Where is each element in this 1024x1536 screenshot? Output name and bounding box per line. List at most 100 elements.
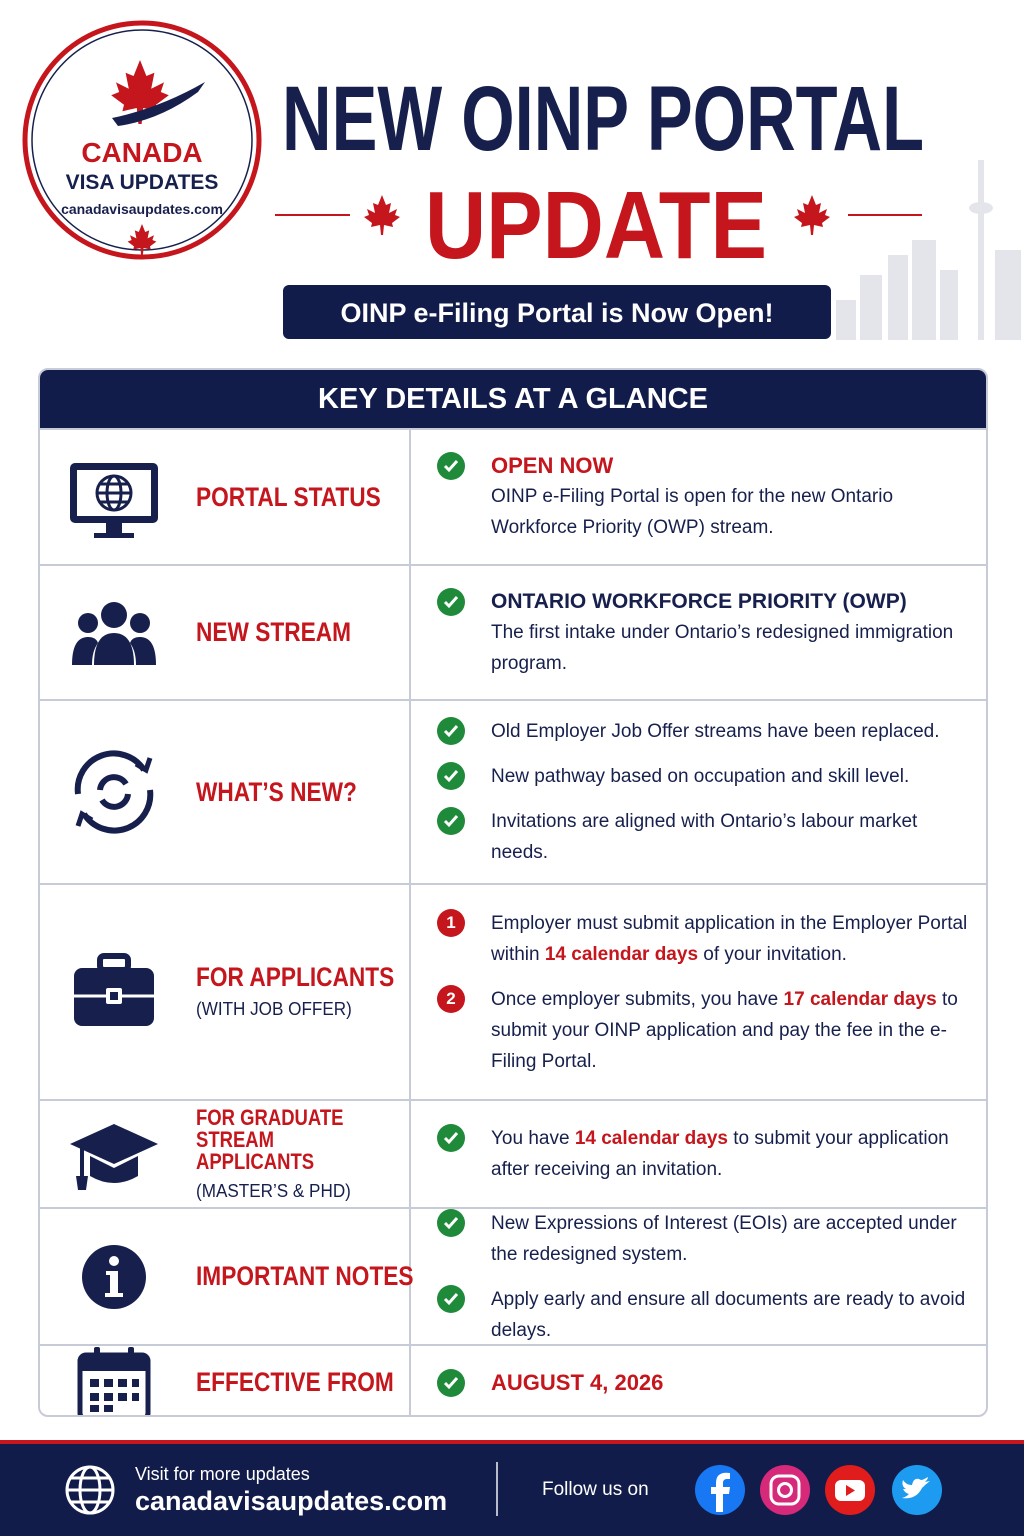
footer-follow: Follow us on xyxy=(542,1479,649,1500)
check-badge xyxy=(437,1208,465,1237)
detail-item: Apply early and ensure all documents are… xyxy=(437,1284,972,1346)
row-details: AUGUST 4, 2026 xyxy=(411,1346,986,1415)
detail-item: New pathway based on occupation and skil… xyxy=(437,761,972,792)
logo-line1: CANADA xyxy=(81,137,202,168)
label-text: IMPORTANT NOTES xyxy=(196,1261,414,1291)
row-icon xyxy=(66,449,162,545)
number-badge: 2 xyxy=(437,984,465,1013)
detail-item: ONTARIO WORKFORCE PRIORITY (OWP) The firs… xyxy=(437,587,972,679)
detail-text: ONTARIO WORKFORCE PRIORITY (OWP) The firs… xyxy=(491,587,972,679)
table-row: WHAT’S NEW? Old Employer Job Offer stream… xyxy=(40,699,986,883)
detail-text: Employer must submit application in the … xyxy=(491,908,972,970)
instagram[interactable] xyxy=(760,1465,810,1515)
detail-text: AUGUST 4, 2026 xyxy=(491,1368,663,1398)
row-icon xyxy=(66,744,162,840)
details-table: KEY DETAILS AT A GLANCE PORTAL STATUS OPE… xyxy=(38,368,988,1417)
row-icon xyxy=(66,1106,162,1202)
detail-heading: AUGUST 4, 2026 xyxy=(491,1369,664,1395)
detail-item: New Expressions of Interest (EOIs) are a… xyxy=(437,1208,972,1270)
check-badge xyxy=(437,587,465,616)
text: OINP e-Filing Portal is open for the new… xyxy=(491,486,894,538)
logo-line2: VISA UPDATES xyxy=(66,171,219,194)
table-row: FOR GRADUATE STREAM APPLICANTS (MASTER’S … xyxy=(40,1099,986,1207)
skyline xyxy=(836,160,1021,340)
check-badge xyxy=(437,1284,465,1313)
row-details: You have 14 calendar days to submit your… xyxy=(411,1101,986,1207)
banner: OINP e-Filing Portal is Now Open! xyxy=(340,298,773,328)
logo: CANADA VISA UPDATES canadavisaupdates.co… xyxy=(22,20,262,260)
detail-text: You have 14 calendar days to submit your… xyxy=(491,1123,972,1185)
row-label: FOR GRADUATE STREAM APPLICANTS (MASTER’S … xyxy=(196,1104,436,1202)
label-text: FOR GRADUATE STREAM APPLICANTS xyxy=(196,1104,344,1174)
highlight: 17 calendar days xyxy=(783,988,937,1010)
text: Once employer submits, you have xyxy=(491,988,784,1010)
sublabel-text: (WITH JOB OFFER) xyxy=(196,999,352,1019)
detail-text: Old Employer Job Offer streams have been… xyxy=(491,716,940,747)
row-label-cell: FOR APPLICANTS (WITH JOB OFFER) xyxy=(40,885,411,1099)
detail-item: You have 14 calendar days to submit your… xyxy=(437,1123,972,1185)
check-badge xyxy=(437,1368,465,1397)
row-label-cell: PORTAL STATUS xyxy=(40,430,411,564)
row-details: ONTARIO WORKFORCE PRIORITY (OWP) The firs… xyxy=(411,566,986,699)
row-icon xyxy=(66,585,162,681)
sublabel-text: (MASTER’S & PHD) xyxy=(196,1180,351,1201)
row-icon xyxy=(66,1229,162,1325)
row-label: FOR APPLICANTS (WITH JOB OFFER) xyxy=(196,964,436,1020)
row-label: IMPORTANT NOTES xyxy=(196,1263,436,1290)
text: Apply early and ensure all documents are… xyxy=(491,1288,966,1341)
highlight: 14 calendar days xyxy=(574,1128,728,1149)
row-label: NEW STREAM xyxy=(196,619,436,646)
text: of your invitation. xyxy=(698,943,847,965)
row-label: EFFECTIVE FROM xyxy=(196,1369,436,1396)
detail-text: Apply early and ensure all documents are… xyxy=(491,1284,972,1346)
row-icon xyxy=(66,944,162,1040)
detail-item: Invitations are aligned with Ontario’s l… xyxy=(437,806,972,868)
row-details: Old Employer Job Offer streams have been… xyxy=(411,701,986,883)
table-row: IMPORTANT NOTES New Expressions of Intere… xyxy=(40,1207,986,1344)
row-label: PORTAL STATUS xyxy=(196,481,436,512)
check-badge xyxy=(437,762,465,790)
label-text: NEW STREAM xyxy=(196,617,351,647)
number-badge: 1 xyxy=(437,908,465,937)
detail-item: 1 Employer must submit application in the… xyxy=(437,908,972,970)
detail-item: 2 Once employer submits, you have 17 cale… xyxy=(437,984,972,1077)
text: Invitations are aligned with Ontario’s l… xyxy=(491,811,918,863)
footer-visit: Visit for more updates xyxy=(135,1464,310,1484)
globe-icon xyxy=(65,1465,115,1515)
detail-item: AUGUST 4, 2026 xyxy=(437,1368,972,1398)
table-heading: KEY DETAILS AT A GLANCE xyxy=(40,370,986,428)
detail-item: Old Employer Job Offer streams have been… xyxy=(437,716,972,747)
logo-url: canadavisaupdates.com xyxy=(61,201,223,217)
text: New Expressions of Interest (EOIs) are a… xyxy=(491,1212,957,1265)
row-details: New Expressions of Interest (EOIs) are a… xyxy=(411,1208,986,1346)
row-details: 1 Employer must submit application in the… xyxy=(411,885,986,1099)
detail-text: New pathway based on occupation and skil… xyxy=(491,761,909,792)
row-label-cell: NEW STREAM xyxy=(40,566,411,699)
label-text: PORTAL STATUS xyxy=(196,481,381,512)
detail-text: Invitations are aligned with Ontario’s l… xyxy=(491,806,972,868)
text: The first intake under Ontario’s redesig… xyxy=(491,621,954,674)
header: CANADA VISA UPDATES canadavisaupdates.co… xyxy=(22,20,1021,340)
row-label: WHAT’S NEW? xyxy=(196,776,436,807)
title-line1: NEW OINP PORTAL xyxy=(282,68,924,170)
text: You have xyxy=(491,1128,575,1149)
row-icon xyxy=(66,1335,162,1415)
social-icons xyxy=(695,1465,942,1515)
table-row: FOR APPLICANTS (WITH JOB OFFER) 1 Employer … xyxy=(40,883,986,1099)
check-badge xyxy=(437,717,465,745)
footer: Visit for more updates canadavisaupdates… xyxy=(0,1440,1024,1536)
check-badge xyxy=(437,1124,465,1152)
highlight: 14 calendar days xyxy=(544,943,699,965)
check-badge xyxy=(437,452,465,480)
label-text: FOR APPLICANTS xyxy=(196,962,395,992)
title-line2: UPDATE xyxy=(425,172,767,279)
label-text: WHAT’S NEW? xyxy=(196,776,357,807)
text: New pathway based on occupation and skil… xyxy=(491,766,910,787)
detail-item: OPEN NOW OINP e-Filing Portal is open for… xyxy=(437,451,972,543)
row-label-cell: EFFECTIVE FROM xyxy=(40,1346,411,1415)
detail-heading: ONTARIO WORKFORCE PRIORITY (OWP) xyxy=(491,589,907,613)
check-badge xyxy=(437,807,465,835)
footer-url: canadavisaupdates.com xyxy=(135,1486,448,1516)
row-label-cell: WHAT’S NEW? xyxy=(40,701,411,883)
